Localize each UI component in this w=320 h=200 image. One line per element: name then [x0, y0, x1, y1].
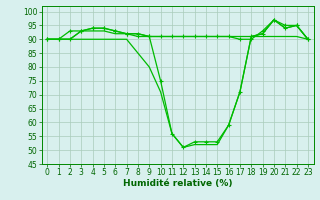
- X-axis label: Humidité relative (%): Humidité relative (%): [123, 179, 232, 188]
